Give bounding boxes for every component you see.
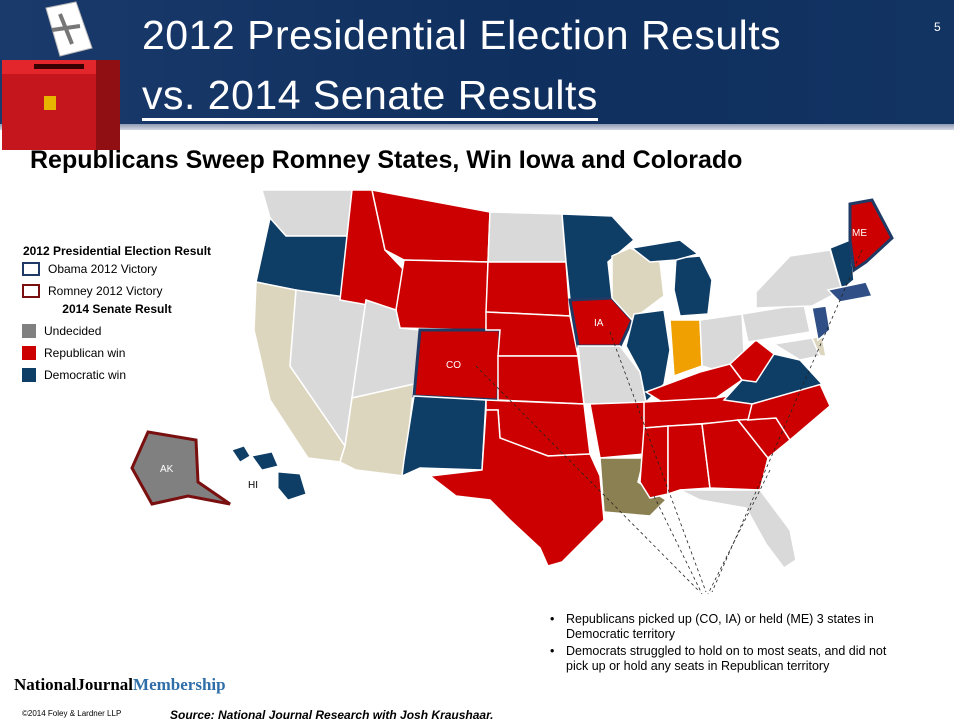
copyright-text: ©2014 Foley & Lardner LLP [22,709,122,718]
state-in [669,319,703,378]
label-ia: IA [594,318,604,329]
obama-outline-swatch [22,262,40,276]
legend-label-romney: Romney 2012 Victory [48,284,163,298]
legend-item-undecided: Undecided [22,320,242,342]
label-hi: HI [248,480,258,491]
callout-lines [475,249,863,595]
state-wy [395,259,489,331]
state-mi-upper [630,239,700,263]
legend-label-republican: Republican win [44,346,126,360]
state-tx [428,409,605,567]
page-number: 5 [934,20,941,34]
legend-heading-2014: 2014 Senate Result [62,302,172,316]
source-text: Source: National Journal Research with J… [170,708,494,722]
romney-outline-swatch [22,284,40,298]
note-item: • Republicans picked up (CO, IA) or held … [550,612,874,641]
national-journal-logo: NationalJournalMembership [14,675,226,694]
state-ia [568,296,634,348]
state-ny [755,249,843,309]
label-me: ME [852,228,867,239]
notes-list: • Republicans picked up (CO, IA) or held … [550,612,910,676]
label-co: CO [446,360,461,371]
state-nm [401,395,487,478]
state-vt-nh [829,238,855,292]
state-ak [130,430,231,506]
map-legend: 2012 Presidential Election Result Obama … [22,244,242,386]
legend-label-undecided: Undecided [44,324,102,338]
state-fl [679,489,797,570]
state-al [667,423,711,496]
republican-swatch [22,346,36,360]
state-hi-1 [231,445,251,463]
label-ak: AK [160,464,174,475]
state-ms [639,425,669,499]
state-ne [485,311,579,357]
undecided-swatch [22,324,36,338]
legend-item-romney: Romney 2012 Victory [22,280,242,302]
header-divider [0,124,954,130]
legend-item-democratic: Democratic win [22,364,242,386]
state-wi [611,247,665,322]
state-nj [811,305,831,342]
state-sd [485,261,571,317]
democratic-swatch [22,368,36,382]
state-hi-2 [251,451,279,471]
state-pa [741,303,811,343]
slide-header [0,0,954,124]
state-ar [589,401,647,459]
state-hi-3 [277,471,307,501]
legend-item-republican: Republican win [22,342,242,364]
slide-subtitle: Republicans Sweep Romney States, Win Iow… [30,146,743,174]
legend-label-obama: Obama 2012 Victory [48,262,158,276]
state-mt [371,189,491,263]
state-ks [497,355,585,405]
state-nd [487,211,567,263]
legend-label-democratic: Democratic win [44,368,127,382]
legend-heading-2012: 2012 Presidential Election Result [22,244,212,258]
us-map: CO IA ME AK HI [130,189,894,595]
slide-title-line-2: vs. 2014 Senate Results [142,72,598,121]
note-item: • Democrats struggled to hold on to most … [550,644,887,673]
slide-title-line-1: 2012 Presidential Election Results [142,12,782,58]
ballot-box-icon [2,1,120,150]
state-mn [561,213,636,301]
state-wv [728,339,776,383]
state-ma-ri-ct [826,281,874,303]
state-mi [673,255,713,317]
legend-item-obama: Obama 2012 Victory [22,258,242,280]
